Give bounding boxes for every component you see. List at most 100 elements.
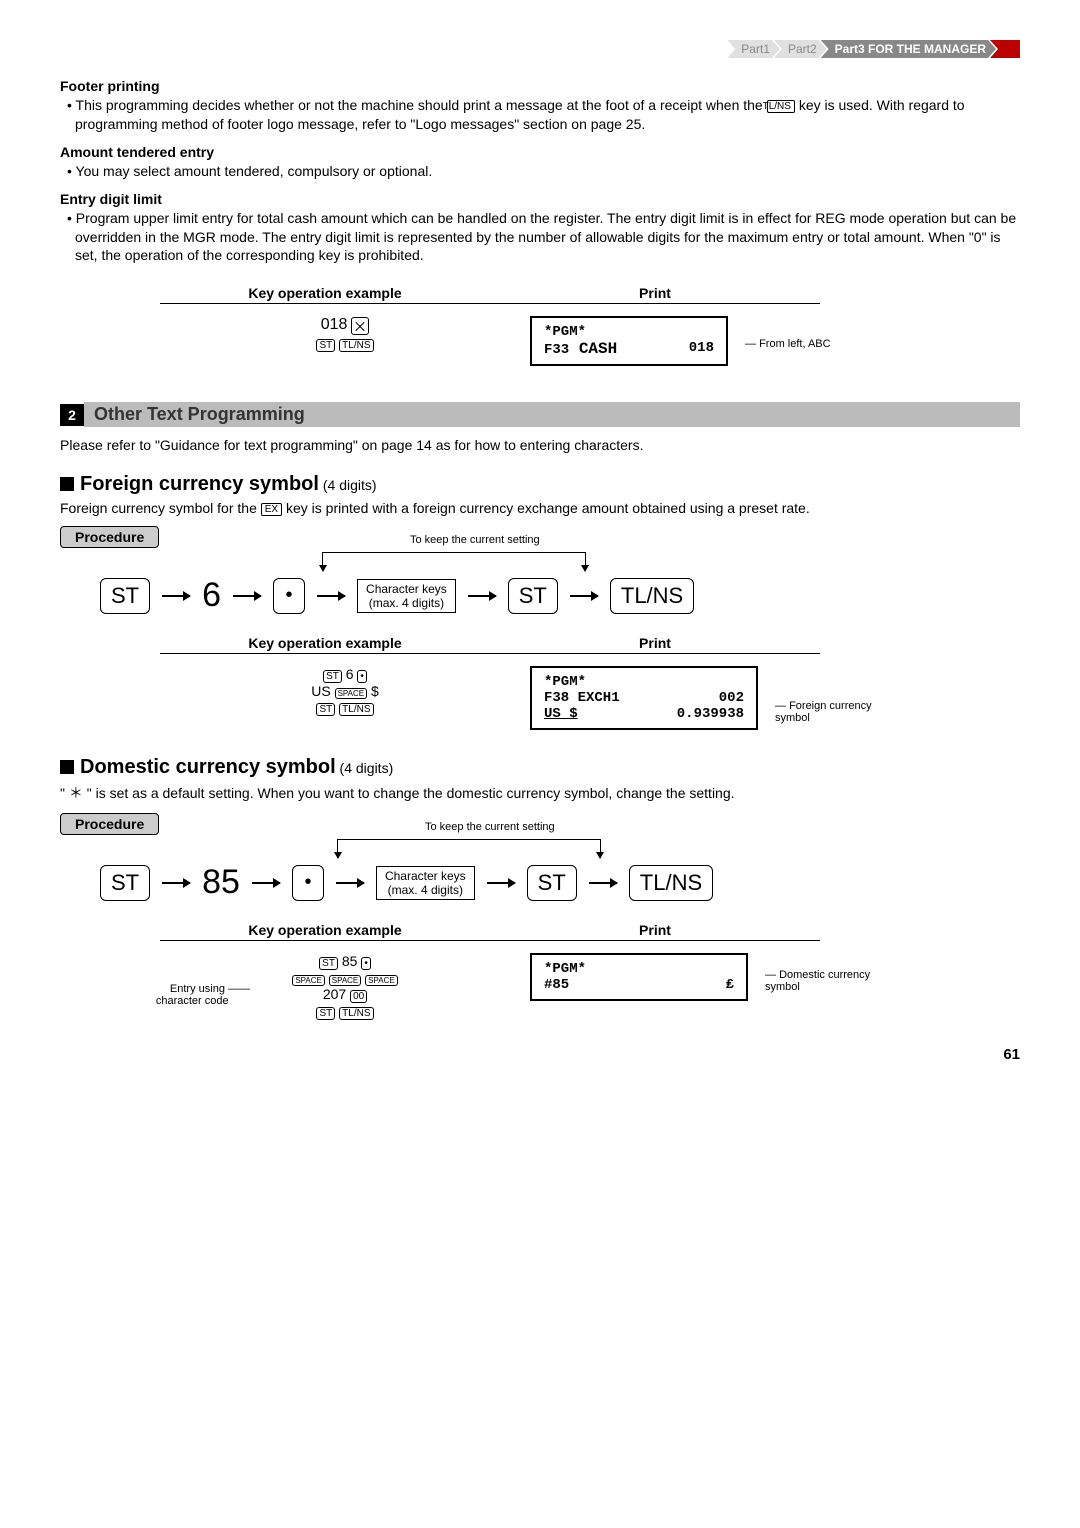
- section-bar: 2 Other Text Programming: [60, 402, 1020, 427]
- st-key: ST: [316, 1007, 335, 1020]
- ex2-us: US: [311, 683, 330, 699]
- receipt2: *PGM* F38 EXCH1002 US $0.939938: [530, 666, 758, 730]
- flow2: ST 85 • Character keys(max. 4 digits) ST…: [100, 863, 1020, 902]
- col-print3: Print: [490, 922, 820, 940]
- flow1-num: 6: [202, 576, 221, 615]
- example1-keys: 018 ST TL/NS: [160, 310, 530, 372]
- st-key: ST: [316, 339, 335, 352]
- page-number: 61: [60, 1046, 1020, 1063]
- col-keyop2: Key operation example: [160, 635, 490, 653]
- ex1-num: 018: [321, 316, 348, 333]
- arrow-icon: [162, 595, 190, 597]
- space-key: SPACE: [365, 975, 398, 986]
- ex3-85: 85: [342, 953, 358, 969]
- st-key: ST: [323, 670, 342, 683]
- example3-header: Key operation example Print: [160, 922, 820, 941]
- example2-header: Key operation example Print: [160, 635, 820, 654]
- example1-print: *PGM* F33 CASH 018 — From left, ABC: [530, 310, 900, 372]
- arrow-icon: [589, 882, 617, 884]
- breadcrumb: Part1 Part2 Part3 FOR THE MANAGER: [60, 40, 1020, 58]
- callout2: — Foreign currency symbol: [775, 700, 900, 724]
- arrow-icon: [162, 882, 190, 884]
- arrow-icon: [570, 595, 598, 597]
- dot-key: •: [361, 957, 371, 970]
- tlns-key: TL/NS: [339, 339, 373, 352]
- receipt1-018: 018: [689, 340, 714, 356]
- arrow-icon: [487, 882, 515, 884]
- receipt3-line1: *PGM*: [544, 961, 734, 977]
- arrow-icon: [233, 595, 261, 597]
- callout1: — From left, ABC: [745, 338, 831, 350]
- flow1-charkeys: Character keys(max. 4 digits): [357, 579, 456, 613]
- domestic-body: " ＊ " is set as a default setting. When …: [60, 783, 1020, 803]
- ex2-6: 6: [346, 666, 354, 682]
- receipt2-line2: F38 EXCH1002: [544, 690, 744, 706]
- receipt2-line3: US $0.939938: [544, 706, 744, 722]
- flow1-st2: ST: [508, 578, 558, 614]
- space-key: SPACE: [335, 688, 368, 699]
- breadcrumb-part2: Part2: [774, 40, 827, 58]
- domestic-heading: Domestic currency symbol (4 digits): [60, 756, 1020, 779]
- flow1: ST 6 • Character keys(max. 4 digits) ST …: [100, 576, 1020, 615]
- square-icon: [60, 477, 74, 491]
- col-keyop3: Key operation example: [160, 922, 490, 940]
- example3-print: *PGM* #85₤ — Domestic currency symbol: [530, 947, 900, 1026]
- receipt1-cash: CASH: [569, 340, 617, 358]
- entry-heading: Entry digit limit: [60, 191, 1020, 207]
- flow1-st1: ST: [100, 578, 150, 614]
- procedure-pill2: Procedure: [60, 813, 159, 835]
- flow2-num: 85: [202, 863, 240, 902]
- foreign-sub: (4 digits): [319, 477, 377, 493]
- bar-note: Please refer to "Guidance for text progr…: [60, 437, 1020, 453]
- dot-key: •: [357, 670, 367, 683]
- col-print: Print: [490, 285, 820, 303]
- example2-print: *PGM* F38 EXCH1002 US $0.939938 — Foreig…: [530, 660, 900, 736]
- receipt3: *PGM* #85₤: [530, 953, 748, 1001]
- receipt1: *PGM* F33 CASH 018: [530, 316, 728, 366]
- section-label: Other Text Programming: [84, 402, 1020, 427]
- tlns-key: TL/NS: [339, 1007, 373, 1020]
- foreign-title: Foreign currency symbol: [80, 473, 319, 495]
- multiply-icon: [351, 317, 369, 335]
- flow2-charkeys: Character keys(max. 4 digits): [376, 866, 475, 900]
- entry-note: Entry using —— character code: [140, 983, 250, 1007]
- callout3: — Domestic currency symbol: [765, 969, 900, 993]
- receipt1-line1: *PGM*: [544, 324, 714, 340]
- flow2-tlns: TL/NS: [629, 865, 713, 901]
- tlns-key: TL/NS: [339, 703, 373, 716]
- arrow-icon: [317, 595, 345, 597]
- example1-body: 018 ST TL/NS *PGM* F33 CASH 018 — From l…: [160, 310, 900, 372]
- col-keyop: Key operation example: [160, 285, 490, 303]
- ex2-dollar: $: [371, 683, 379, 699]
- arrow-icon: [468, 595, 496, 597]
- zz-key: 00: [350, 990, 367, 1003]
- loop2: [337, 839, 601, 858]
- domestic-title: Domestic currency symbol: [80, 756, 336, 778]
- square-icon: [60, 760, 74, 774]
- loop1: [322, 552, 586, 571]
- flow1-dot: •: [273, 578, 305, 614]
- receipt1-line2: F33 CASH 018: [544, 340, 714, 358]
- footer-heading: Footer printing: [60, 78, 1020, 94]
- keep-label2: To keep the current setting: [425, 821, 555, 833]
- flow1-tlns: TL/NS: [610, 578, 694, 614]
- flow2-st1: ST: [100, 865, 150, 901]
- domestic-sub: (4 digits): [336, 760, 394, 776]
- example2-keys: ST 6 • US SPACE $ ST TL/NS: [160, 660, 530, 736]
- entry-text: • Program upper limit entry for total ca…: [60, 209, 1020, 266]
- st-key: ST: [316, 703, 335, 716]
- st-key: ST: [319, 957, 338, 970]
- foreign-body: Foreign currency symbol for the EX key i…: [60, 500, 1020, 516]
- breadcrumb-part1: Part1: [727, 40, 780, 58]
- foreign-heading: Foreign currency symbol (4 digits): [60, 473, 1020, 496]
- flow2-st2: ST: [527, 865, 577, 901]
- space-key: SPACE: [329, 975, 362, 986]
- procedure-pill1: Procedure: [60, 526, 159, 548]
- foreign-body-b: key is printed with a foreign currency e…: [282, 500, 810, 516]
- arrow-icon: [252, 882, 280, 884]
- col-print2: Print: [490, 635, 820, 653]
- amount-text: • You may select amount tendered, compul…: [60, 162, 1020, 181]
- example2-body: ST 6 • US SPACE $ ST TL/NS *PGM* F38 EXC…: [160, 660, 900, 736]
- flow2-dot: •: [292, 865, 324, 901]
- footer-text: • This programming decides whether or no…: [60, 96, 1020, 134]
